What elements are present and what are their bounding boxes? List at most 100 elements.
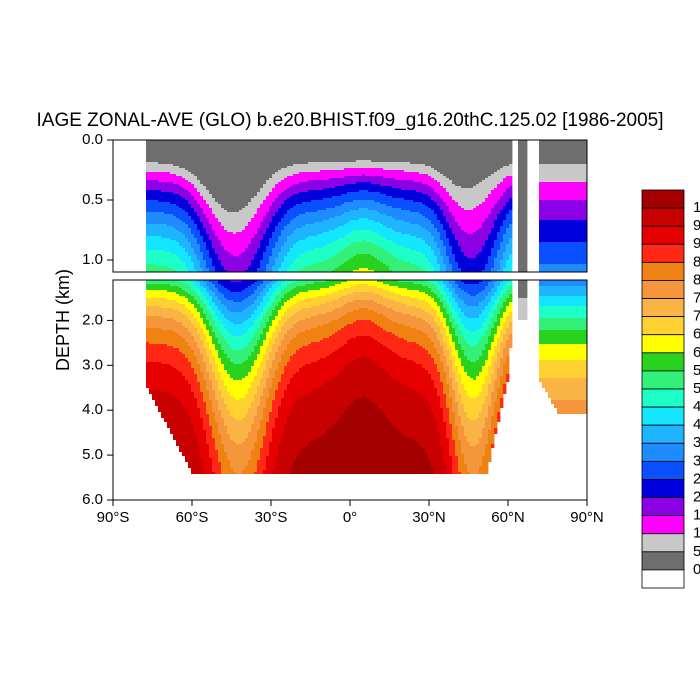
contour-cell <box>176 334 180 348</box>
contour-cell <box>272 292 276 302</box>
contour-cell <box>449 302 453 312</box>
contour-cell <box>239 444 243 474</box>
contour-cell <box>368 176 372 182</box>
contour-cell <box>437 284 441 290</box>
contour-cell <box>308 180 312 190</box>
contour-cell <box>200 308 204 318</box>
contour-cell <box>287 284 291 292</box>
contour-cell <box>209 400 213 426</box>
contour-cell <box>419 174 423 182</box>
contour-cell <box>359 308 363 320</box>
contour-cell <box>260 448 264 474</box>
contour-cell <box>188 182 192 192</box>
contour-cell <box>158 140 162 164</box>
contour-cell <box>170 182 174 192</box>
contour-cell <box>398 324 402 338</box>
contour-cell <box>293 314 297 324</box>
contour-cell <box>344 326 348 344</box>
contour-cell <box>383 178 387 186</box>
contour-cell <box>446 192 450 206</box>
contour-cell <box>227 460 231 474</box>
contour-cell <box>569 286 573 296</box>
contour-cell <box>275 226 279 242</box>
contour-cell <box>422 164 426 174</box>
contour-cell <box>446 280 450 288</box>
contour-cell <box>440 224 444 240</box>
contour-cell <box>560 306 564 318</box>
contour-cell <box>437 306 441 316</box>
contour-cell <box>269 388 273 412</box>
contour-cell <box>326 324 330 338</box>
contour-cell <box>386 318 390 332</box>
contour-cell <box>416 284 420 290</box>
contour-cell <box>566 140 570 164</box>
contour-cell <box>275 288 279 296</box>
contour-cell <box>290 284 294 290</box>
contour-cell <box>203 214 207 228</box>
contour-cell <box>374 258 378 272</box>
contour-cell <box>395 180 399 188</box>
contour-cell <box>146 264 150 272</box>
contour-cell <box>365 168 369 176</box>
contour-cell <box>287 166 291 176</box>
contour-cell <box>161 308 165 318</box>
contour-cell <box>155 344 159 362</box>
contour-cell <box>245 414 249 438</box>
contour-cell <box>263 216 267 234</box>
contour-cell <box>212 412 216 438</box>
contour-cell <box>299 254 303 270</box>
contour-cell <box>260 378 264 396</box>
contour-cell <box>284 214 288 226</box>
contour-cell <box>239 292 243 302</box>
contour-cell <box>416 266 420 272</box>
contour-cell <box>338 206 342 216</box>
contour-cell <box>455 186 459 202</box>
contour-cell <box>146 284 150 290</box>
contour-cell <box>158 224 162 236</box>
contour-cell <box>299 320 303 332</box>
contour-cell <box>491 190 495 208</box>
contour-cell <box>233 380 237 398</box>
contour-cell <box>254 214 258 234</box>
contour-cell <box>368 292 372 300</box>
contour-cell <box>467 294 471 306</box>
contour-cell <box>359 200 363 208</box>
contour-cell <box>584 330 588 344</box>
contour-cell <box>314 342 318 362</box>
contour-cell <box>500 226 504 242</box>
contour-cell <box>287 308 291 318</box>
contour-cell <box>323 170 327 180</box>
contour-cell <box>215 140 219 202</box>
contour-cell <box>212 266 216 272</box>
contour-cell <box>308 442 312 474</box>
contour-cell <box>371 322 375 338</box>
contour-cell <box>326 288 330 294</box>
contour-cell <box>188 346 192 362</box>
contour-cell <box>182 178 186 188</box>
contour-cell <box>467 280 471 284</box>
contour-cell <box>545 140 549 164</box>
contour-cell <box>212 140 216 198</box>
contour-cell <box>359 300 363 308</box>
contour-cell <box>338 162 342 170</box>
contour-cell <box>497 200 501 214</box>
contour-cell <box>563 220 567 242</box>
contour-cell <box>236 232 240 256</box>
contour-cell <box>446 206 450 222</box>
contour-cell <box>581 182 585 200</box>
contour-cell <box>509 294 513 302</box>
contour-cell <box>194 292 198 300</box>
contour-cell <box>215 338 219 350</box>
contour-cell <box>338 330 342 348</box>
contour-cell <box>503 234 507 252</box>
contour-cell <box>371 176 375 184</box>
contour-cell <box>374 184 378 192</box>
contour-cell <box>503 302 507 312</box>
contour-cell <box>497 338 501 352</box>
contour-cell <box>209 194 213 208</box>
contour-cell <box>437 232 441 248</box>
contour-cell <box>347 260 351 272</box>
contour-cell <box>212 310 216 320</box>
contour-cell <box>317 140 321 162</box>
contour-cell <box>422 448 426 474</box>
